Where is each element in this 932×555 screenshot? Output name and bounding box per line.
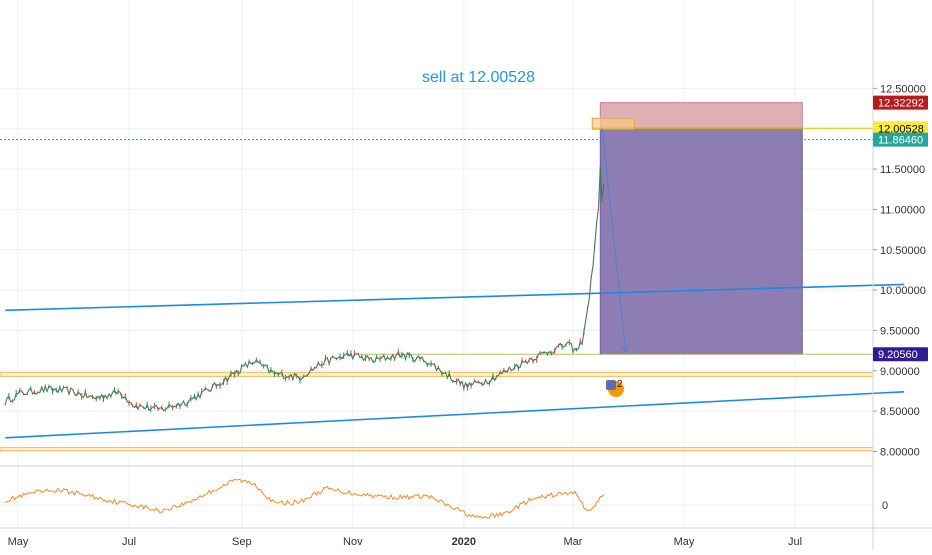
sell-arrow-head (620, 344, 630, 354)
oscillator-line (4, 478, 605, 519)
y-tick-label: 10.50000 (880, 245, 926, 257)
lower-trendline[interactable] (5, 390, 905, 439)
entry-price-label: 12.00528 (878, 123, 924, 135)
x-tick-label: Jul (122, 536, 136, 548)
support-zone (0, 446, 874, 452)
annot-layer: sell at 12.00528 (422, 69, 535, 86)
target-price-tag (873, 347, 928, 362)
calendar-icon (606, 380, 616, 390)
entry-marker (591, 117, 635, 130)
event-badge[interactable]: 2 (606, 379, 624, 397)
entry-price-tag (873, 121, 928, 136)
stop-loss-price-label: 12.32292 (878, 98, 924, 110)
y-tick-label: 9.00000 (880, 366, 920, 378)
support-zone (0, 371, 874, 377)
target-price-label: 9.20560 (878, 349, 918, 361)
sell-arrow (601, 128, 627, 353)
y-tick-label: 11.00000 (880, 204, 925, 216)
current-price-price-label: 11.86460 (878, 135, 923, 147)
trend-layer (5, 128, 905, 439)
x-tick-label: May (674, 536, 695, 548)
x-tick-label: Jul (788, 536, 802, 548)
x-tick-label: 2020 (452, 536, 476, 548)
sell-annotation: sell at 12.00528 (422, 69, 535, 86)
x-tick-label: Mar (564, 536, 583, 548)
x-tick-label: Nov (343, 536, 363, 548)
indicator-zero-label: 0 (882, 500, 888, 512)
event-badge-count: 2 (617, 379, 623, 390)
y-tick-label: 10.00000 (880, 285, 926, 297)
position-layer (0, 102, 873, 355)
y-tick-label: 12.50000 (880, 83, 926, 95)
upper-trendline[interactable] (5, 283, 905, 312)
x-tick-label: May (8, 536, 29, 548)
series-layer (4, 166, 605, 519)
current-price-price-tag (873, 132, 928, 147)
y-tick-label: 9.50000 (880, 325, 920, 337)
y-tick-label: 11.50000 (880, 164, 925, 176)
y-tick-label: 8.00000 (880, 447, 920, 459)
x-tick-label: Sep (232, 536, 252, 548)
stop-loss-price-tag (873, 95, 928, 110)
y-tick-label: 8.50000 (880, 406, 920, 418)
take-profit-zone[interactable] (599, 127, 803, 355)
